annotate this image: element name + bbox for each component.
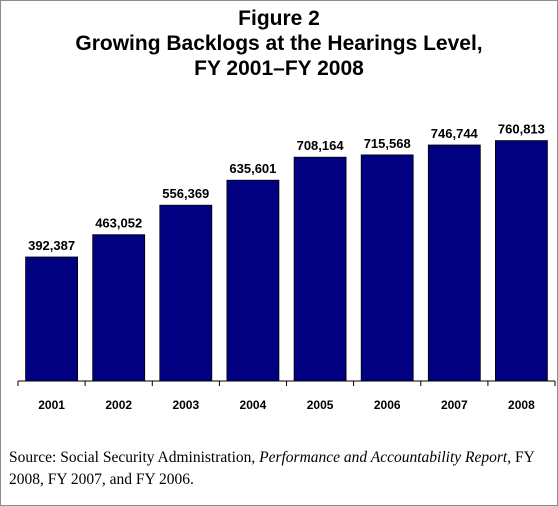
data-label-2008: 760,813 [498, 122, 545, 137]
source-prefix: Source: Social Security Administration, [9, 449, 260, 466]
data-labels-group: 392,387 463,052 556,369 635,601 708,164 715,5… [28, 122, 545, 253]
bar-2008 [494, 140, 548, 382]
x-tick-labels: 2001 2002 2003 2004 2005 2006 2007 2008 [38, 398, 535, 412]
bar-2001 [25, 256, 79, 382]
figure-label: Figure 2 [238, 7, 320, 30]
data-label-2006: 715,568 [364, 136, 411, 151]
data-label-2007: 746,744 [431, 126, 479, 141]
x-tick-label-2008: 2008 [508, 398, 535, 412]
bar-2005 [293, 156, 347, 382]
data-label-2003: 556,369 [162, 186, 209, 201]
data-label-2004: 635,601 [229, 161, 276, 176]
x-tick-label-2006: 2006 [374, 398, 401, 412]
bar-2004 [226, 179, 280, 382]
bar-chart: 392,387 463,052 556,369 635,601 708,164 715,5… [17, 122, 556, 412]
x-tick-label-2005: 2005 [307, 398, 334, 412]
source-report-title: Performance and Accountability Report [259, 449, 508, 466]
x-tick-label-2004: 2004 [240, 398, 267, 412]
x-tick-label-2001: 2001 [38, 398, 65, 412]
bar-2003 [159, 204, 213, 382]
source-note: Source: Social Security Administration, … [9, 447, 549, 491]
bars-group [25, 140, 548, 382]
chart-title-line-1: Growing Backlogs at the Hearings Level, [75, 32, 483, 55]
chart-title-line-2: FY 2001–FY 2008 [194, 57, 364, 80]
x-tick-label-2007: 2007 [441, 398, 468, 412]
bar-2002 [92, 234, 146, 382]
x-tick-label-2003: 2003 [172, 398, 199, 412]
data-label-2002: 463,052 [95, 216, 142, 231]
data-label-2005: 708,164 [297, 138, 345, 153]
x-axis [17, 380, 556, 386]
bar-2006 [360, 154, 414, 382]
x-tick-label-2002: 2002 [105, 398, 132, 412]
bar-2007 [427, 144, 481, 382]
source-suffix: , FY 2008, FY 2007, and FY 2006. [9, 449, 535, 488]
data-label-2001: 392,387 [28, 238, 75, 253]
